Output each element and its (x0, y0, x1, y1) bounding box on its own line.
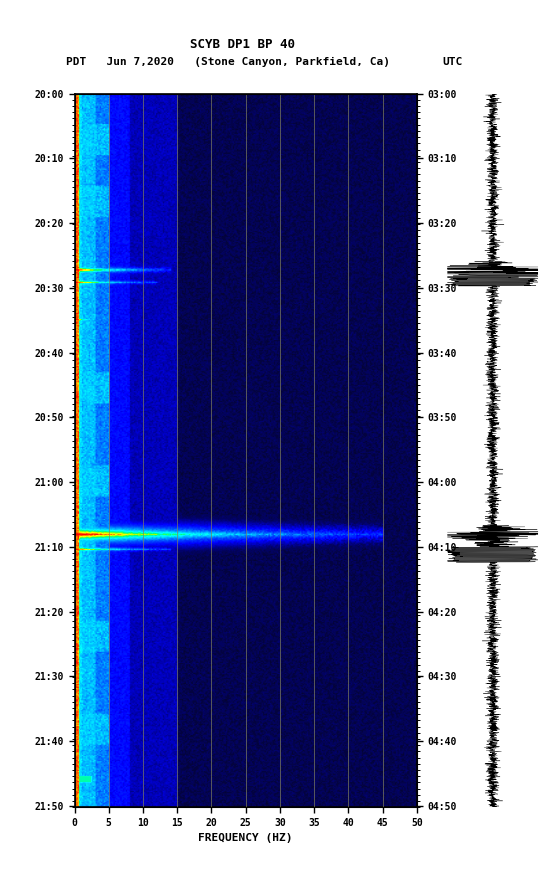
Text: PDT   Jun 7,2020   (Stone Canyon, Parkfield, Ca): PDT Jun 7,2020 (Stone Canyon, Parkfield,… (66, 57, 390, 68)
X-axis label: FREQUENCY (HZ): FREQUENCY (HZ) (198, 833, 293, 843)
Text: SCYB DP1 BP 40: SCYB DP1 BP 40 (190, 38, 295, 51)
Text: UTC: UTC (443, 57, 463, 68)
